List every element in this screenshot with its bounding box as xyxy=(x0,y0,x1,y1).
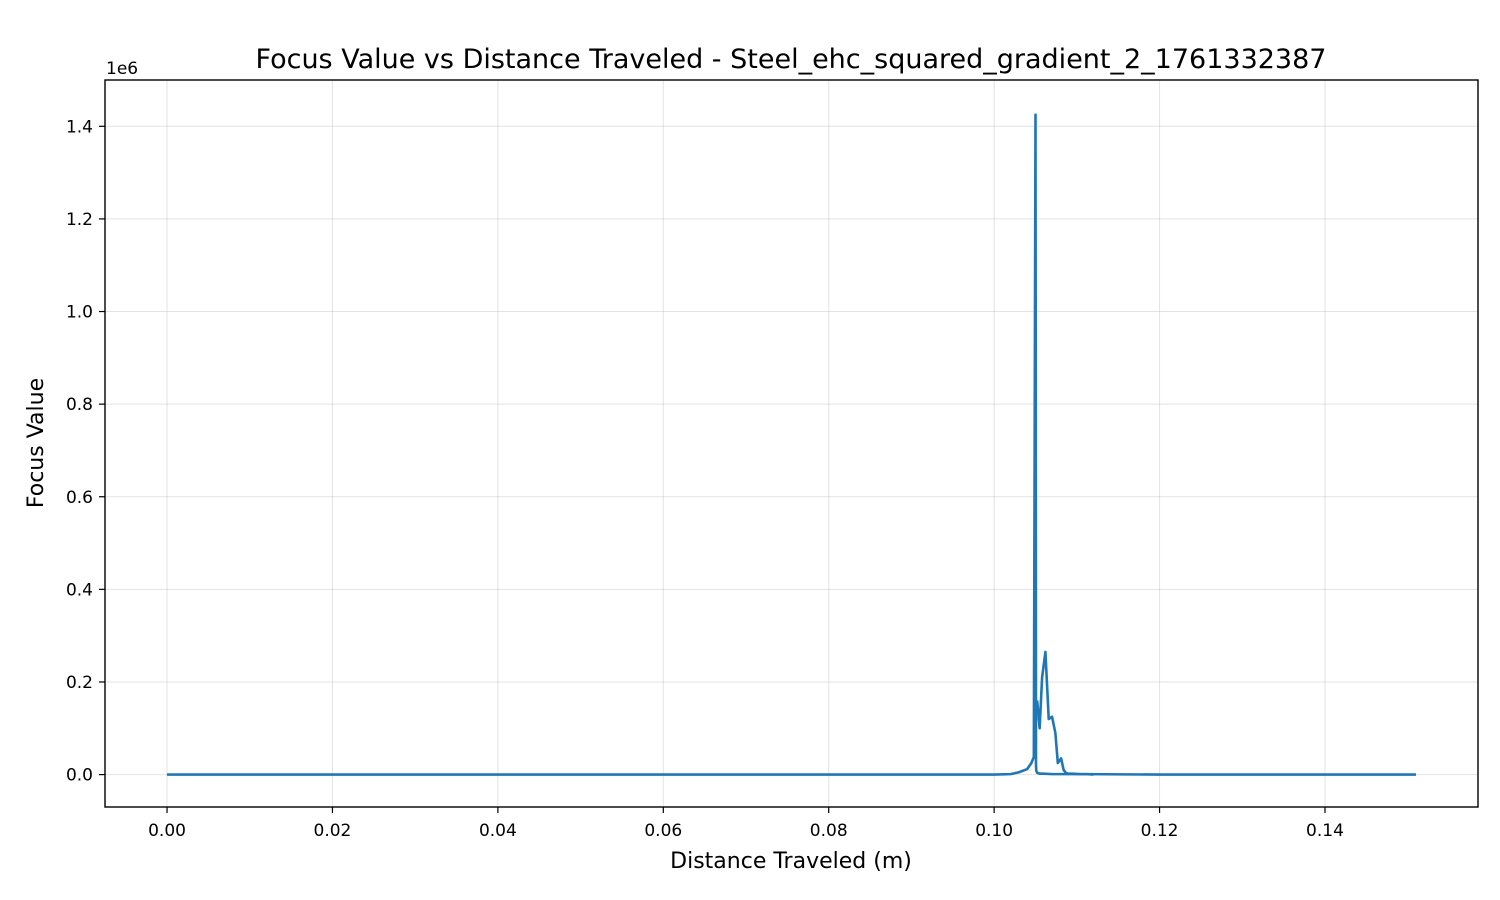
plot-frame xyxy=(104,79,1479,808)
series-layer xyxy=(167,113,1416,776)
grid-layer xyxy=(105,80,1478,807)
x-tick-label: 0.00 xyxy=(148,821,186,841)
x-tick-label: 0.10 xyxy=(975,821,1013,841)
y-tick-label: 1.2 xyxy=(66,210,93,230)
x-tick-label: 0.04 xyxy=(479,821,517,841)
y-tick-label: 0.8 xyxy=(66,395,93,415)
x-tick-label: 0.02 xyxy=(314,821,352,841)
y-tick-label: 0.6 xyxy=(66,488,93,508)
x-tick-label: 0.08 xyxy=(810,821,848,841)
x-tick-label: 0.14 xyxy=(1306,821,1344,841)
x-tick-label: 0.12 xyxy=(1141,821,1179,841)
y-tick-label: 0.0 xyxy=(66,766,93,786)
x-axis-label: Distance Traveled (m) xyxy=(670,849,912,874)
y-tick-label: 0.2 xyxy=(66,673,93,693)
y-tick-label: 1.4 xyxy=(66,117,93,137)
y-tick-label: 0.4 xyxy=(66,580,93,600)
tick-layer: 0.00 0.02 0.04 0.06 0.08 0.10 0.12 0.14 0.0 0.2 0.… xyxy=(66,117,1344,841)
chart-title: Focus Value vs Distance Traveled - Steel… xyxy=(256,44,1327,75)
y-tick-label: 1.0 xyxy=(66,303,93,323)
y-offset-label: 1e6 xyxy=(106,59,138,79)
series-line-1 xyxy=(167,113,1416,776)
x-tick-label: 0.06 xyxy=(644,821,682,841)
y-axis-label: Focus Value xyxy=(24,378,49,508)
series-line-2 xyxy=(1035,650,1094,776)
